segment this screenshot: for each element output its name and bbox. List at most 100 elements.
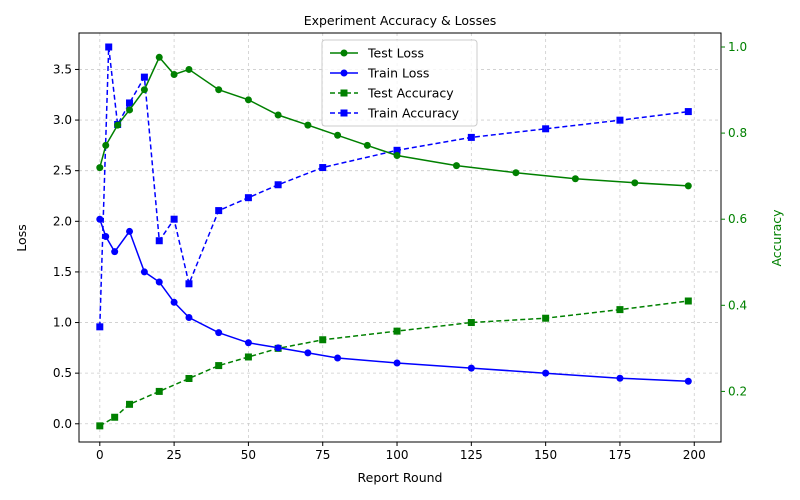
y-right-tick-label: 0.8 bbox=[728, 126, 747, 140]
data-point-test-loss bbox=[453, 162, 460, 169]
data-point-test-accuracy bbox=[185, 375, 192, 382]
legend-marker-test-accuracy bbox=[341, 90, 348, 97]
data-point-test-loss bbox=[631, 179, 638, 186]
data-point-test-loss bbox=[334, 132, 341, 139]
data-point-train-loss bbox=[102, 233, 109, 240]
data-point-train-accuracy bbox=[468, 134, 475, 141]
data-point-train-accuracy bbox=[685, 108, 692, 115]
data-point-test-accuracy bbox=[111, 414, 118, 421]
x-tick-label: 125 bbox=[460, 448, 483, 462]
data-point-test-loss bbox=[394, 152, 401, 159]
legend-marker-train-loss bbox=[341, 70, 348, 77]
data-point-test-accuracy bbox=[96, 422, 103, 429]
data-point-test-loss bbox=[572, 175, 579, 182]
data-point-train-loss bbox=[542, 370, 549, 377]
data-point-test-loss bbox=[275, 112, 282, 119]
data-point-test-loss bbox=[141, 86, 148, 93]
x-tick-label: 175 bbox=[608, 448, 631, 462]
data-point-test-accuracy bbox=[616, 306, 623, 313]
data-point-train-loss bbox=[126, 228, 133, 235]
data-point-test-accuracy bbox=[542, 315, 549, 322]
data-point-train-loss bbox=[156, 279, 163, 286]
data-point-test-loss bbox=[512, 169, 519, 176]
data-point-test-loss bbox=[215, 86, 222, 93]
y-left-tick-label: 3.5 bbox=[53, 62, 72, 76]
data-point-test-loss bbox=[114, 122, 121, 129]
data-point-test-accuracy bbox=[245, 353, 252, 360]
y-left-tick-label: 1.0 bbox=[53, 316, 72, 330]
data-point-train-accuracy bbox=[616, 117, 623, 124]
data-point-train-accuracy bbox=[275, 181, 282, 188]
y-right-tick-label: 1.0 bbox=[728, 40, 747, 54]
data-point-test-loss bbox=[156, 54, 163, 61]
data-point-train-accuracy bbox=[215, 207, 222, 214]
data-point-train-accuracy bbox=[96, 323, 103, 330]
y-left-tick-label: 3.0 bbox=[53, 113, 72, 127]
data-point-train-accuracy bbox=[105, 43, 112, 50]
data-point-train-accuracy bbox=[156, 237, 163, 244]
legend-label-test-loss: Test Loss bbox=[367, 46, 424, 61]
data-point-train-loss bbox=[334, 354, 341, 361]
data-point-train-loss bbox=[685, 378, 692, 385]
data-point-train-loss bbox=[141, 268, 148, 275]
data-point-test-accuracy bbox=[215, 362, 222, 369]
data-point-test-accuracy bbox=[126, 401, 133, 408]
data-point-train-accuracy bbox=[542, 125, 549, 132]
data-point-test-loss bbox=[102, 142, 109, 149]
data-point-train-loss bbox=[215, 329, 222, 336]
y-left-tick-label: 2.0 bbox=[53, 214, 72, 228]
y-left-tick-label: 0.0 bbox=[53, 417, 72, 431]
y-right-tick-label: 0.4 bbox=[728, 298, 747, 312]
y-left-tick-label: 2.5 bbox=[53, 164, 72, 178]
data-point-train-loss bbox=[275, 344, 282, 351]
data-point-test-accuracy bbox=[394, 328, 401, 335]
data-point-train-loss bbox=[245, 339, 252, 346]
data-point-test-loss bbox=[96, 164, 103, 171]
legend-label-test-accuracy: Test Accuracy bbox=[367, 86, 454, 101]
legend-marker-train-accuracy bbox=[341, 110, 348, 117]
data-point-train-accuracy bbox=[141, 74, 148, 81]
data-point-train-loss bbox=[616, 375, 623, 382]
x-tick-label: 0 bbox=[96, 448, 104, 462]
x-tick-label: 50 bbox=[241, 448, 256, 462]
data-point-train-accuracy bbox=[171, 216, 178, 223]
data-point-test-loss bbox=[126, 106, 133, 113]
y-left-tick-label: 1.5 bbox=[53, 265, 72, 279]
data-point-test-accuracy bbox=[685, 298, 692, 305]
data-point-test-loss bbox=[185, 66, 192, 73]
data-point-test-loss bbox=[171, 71, 178, 78]
data-point-train-loss bbox=[111, 248, 118, 255]
y-right-tick-label: 0.2 bbox=[728, 384, 747, 398]
data-point-train-accuracy bbox=[185, 280, 192, 287]
legend-marker-test-loss bbox=[341, 50, 348, 57]
y-axis-left-label: Loss bbox=[14, 224, 29, 251]
data-point-test-accuracy bbox=[319, 336, 326, 343]
legend-label-train-loss: Train Loss bbox=[367, 66, 429, 81]
data-point-train-loss bbox=[171, 299, 178, 306]
data-point-train-loss bbox=[96, 216, 103, 223]
data-point-train-accuracy bbox=[245, 194, 252, 201]
x-axis-label: Report Round bbox=[358, 470, 443, 485]
x-tick-label: 200 bbox=[683, 448, 706, 462]
x-tick-label: 100 bbox=[386, 448, 409, 462]
data-point-train-accuracy bbox=[319, 164, 326, 171]
data-point-test-accuracy bbox=[156, 388, 163, 395]
x-tick-label: 75 bbox=[315, 448, 330, 462]
data-point-test-loss bbox=[304, 122, 311, 129]
data-point-train-loss bbox=[304, 349, 311, 356]
data-point-test-accuracy bbox=[468, 319, 475, 326]
x-tick-label: 150 bbox=[534, 448, 557, 462]
y-right-tick-label: 0.6 bbox=[728, 212, 747, 226]
legend: Test Loss Train Loss Test Accuracy Train Ac… bbox=[322, 40, 477, 126]
y-left-tick-label: 0.5 bbox=[53, 366, 72, 380]
legend-label-train-accuracy: Train Accuracy bbox=[367, 106, 460, 121]
chart-title: Experiment Accuracy & Losses bbox=[304, 13, 497, 28]
data-point-train-loss bbox=[185, 314, 192, 321]
data-point-test-loss bbox=[685, 182, 692, 189]
data-point-test-loss bbox=[364, 142, 371, 149]
y-axis-right-label: Accuracy bbox=[769, 209, 784, 267]
data-point-train-loss bbox=[394, 360, 401, 367]
data-point-test-loss bbox=[245, 96, 252, 103]
data-point-train-loss bbox=[468, 365, 475, 372]
